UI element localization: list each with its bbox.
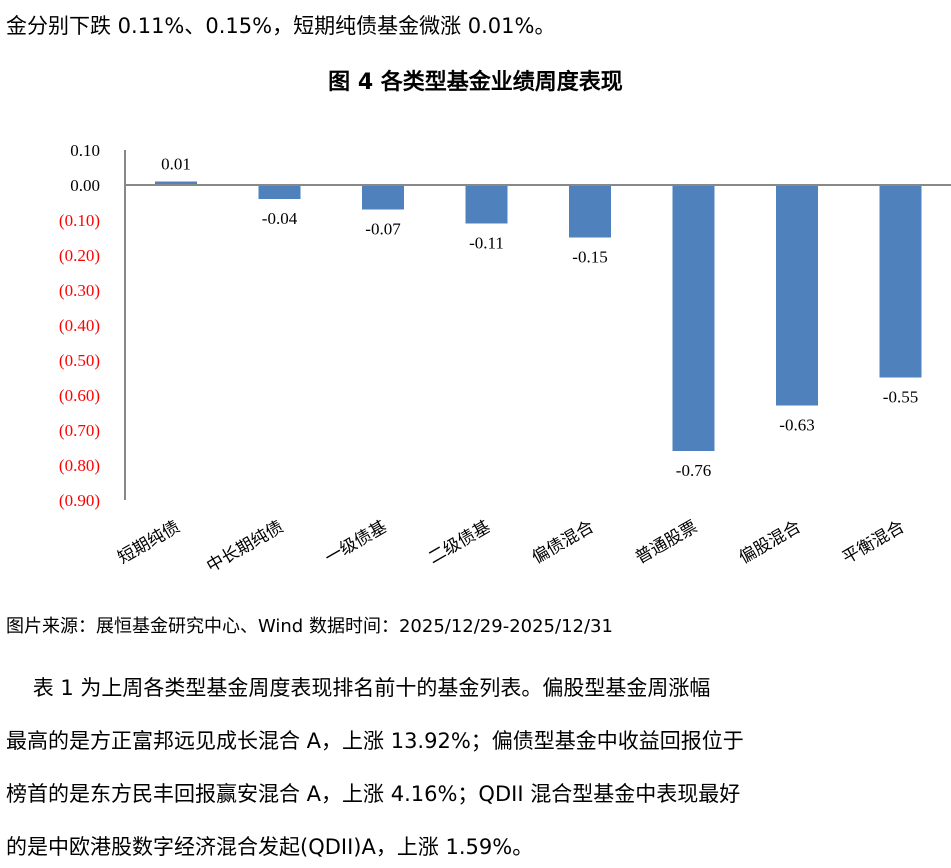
data-label: -0.04 [262, 209, 298, 228]
bar-chart: 0.10 0.00 (0.10) (0.20) (0.30) (0.40) (0.50) (0… [59, 141, 951, 577]
x-tick-label: 中长期纯债 [203, 517, 287, 577]
y-tick-label: (0.60) [59, 386, 100, 405]
bar [258, 185, 301, 199]
y-tick-label: (0.40) [59, 316, 100, 335]
x-tick-label: 短期纯债 [115, 517, 184, 568]
data-label: 0.01 [161, 155, 191, 174]
bar [776, 185, 818, 406]
bar [879, 185, 922, 378]
paragraph-line: 表 1 为上周各类型基金周度表现排名前十的基金列表。偏股型基金周涨幅 [6, 676, 711, 700]
y-tick-label: (0.30) [59, 281, 100, 300]
paragraph-line: 最高的是方正富邦远见成长混合 A，上涨 13.92%；偏债型基金中收益回报位于 [6, 729, 744, 753]
paragraph-line: 的是中欧港股数字经济混合发起(QDII)A，上涨 1.59%。 [6, 835, 534, 859]
data-label: -0.55 [883, 388, 918, 407]
source-note: 图片来源：展恒基金研究中心、Wind 数据时间：2025/12/29-2025/… [6, 616, 613, 637]
intro-text: 金分别下跌 0.11%、0.15%，短期纯债基金微涨 0.01%。 [6, 14, 556, 38]
bar [155, 181, 197, 185]
bar [362, 185, 404, 210]
y-tick-label: 0.00 [70, 176, 100, 195]
y-tick-label: (0.50) [59, 351, 100, 370]
x-tick-label: 二级债基 [425, 517, 494, 568]
bar [672, 185, 715, 451]
bar [569, 185, 611, 238]
y-tick-label: (0.70) [59, 421, 100, 440]
x-tick-label: 平衡混合 [839, 517, 908, 568]
y-tick-label: (0.90) [59, 491, 100, 510]
data-label: -0.15 [572, 248, 607, 267]
x-tick-label: 一级债基 [322, 517, 391, 568]
chart-title: 图 4 各类型基金业绩周度表现 [328, 70, 623, 95]
data-label: -0.11 [469, 234, 504, 253]
y-tick-label: (0.10) [59, 211, 100, 230]
data-label: -0.76 [676, 461, 711, 480]
x-tick-label: 偏债混合 [529, 517, 598, 568]
y-tick-label: (0.20) [59, 246, 100, 265]
x-tick-label: 普通股票 [632, 517, 701, 568]
data-label: -0.63 [779, 416, 814, 435]
y-tick-label: (0.80) [59, 456, 100, 475]
paragraph-line: 榜首的是东方民丰回报赢安混合 A，上涨 4.16%；QDII 混合型基金中表现最… [6, 782, 741, 806]
data-label: -0.07 [365, 220, 401, 239]
y-tick-label: 0.10 [70, 141, 100, 160]
x-tick-label: 偏股混合 [736, 517, 805, 568]
bar [465, 185, 508, 224]
